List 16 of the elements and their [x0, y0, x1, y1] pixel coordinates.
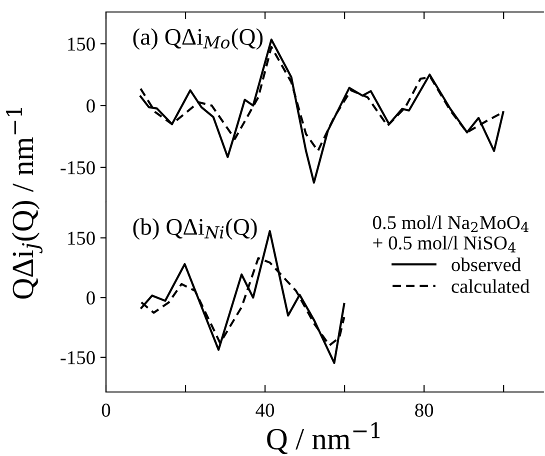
y-tick-label: 150: [68, 38, 95, 51]
y-tick-label: 0: [86, 291, 95, 305]
y-tick-label: -150: [60, 351, 95, 364]
x-tick-label: 40: [256, 404, 274, 417]
x-axis-title: Q / nm$^{−1}$: [267, 422, 380, 454]
x-tick-label: 80: [415, 404, 434, 417]
legend-label: calculated: [452, 279, 530, 293]
y-tick-label: -150: [60, 161, 95, 174]
text: (a) QΔi$_{Mo}$(Q): [133, 28, 263, 50]
y-axis-title: QΔi$_{j}$(Q) / nm$^{−1}$: [6, 108, 43, 299]
legend-title: 0.5 mol/l Na$_{2}$MoO$_{4}$ + 0.5 mol/l NiSO$_{4}$: [372, 215, 529, 252]
legend-label: observed: [452, 258, 521, 272]
text: (b) QΔi$_{Ni}$(Q): [133, 218, 257, 240]
y-tick-label: 150: [68, 232, 95, 245]
y-tick-label: 0: [86, 99, 95, 112]
x-tick-label: 0: [102, 404, 110, 417]
